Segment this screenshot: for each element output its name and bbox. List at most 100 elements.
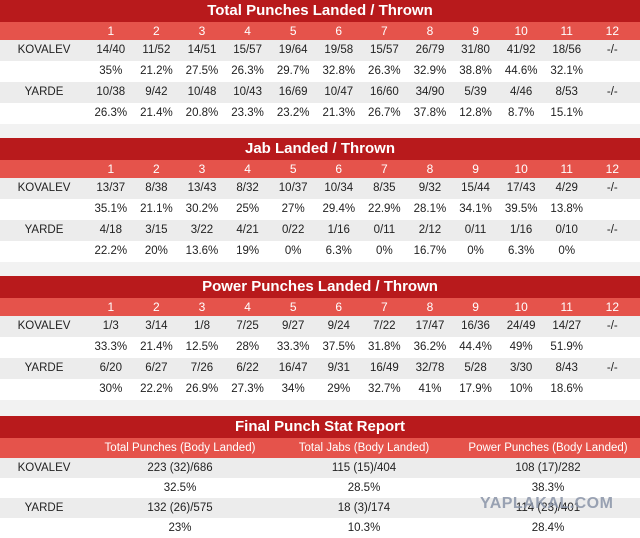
yarde-pct-row: 26.3% 21.4% 20.8% 23.3% 23.2% 21.3% 26.7… [0,103,640,124]
round-label: 3 [198,24,206,38]
round-label: 3 [198,300,206,314]
yarde-counts-row: YARDE 10/38 9/42 10/48 10/43 16/69 10/47… [0,82,640,103]
round-label: 8 [426,300,434,314]
pct-cell: 26.7% [368,107,401,119]
fighter-name: YARDE [24,86,64,98]
stat-cell: 19/58 [324,44,354,56]
pct-cell [590,379,636,400]
pct-cell: 44.4% [459,341,492,353]
stat-cell: 1/8 [193,320,210,332]
rounds-header: 1 2 3 4 5 6 7 8 9 10 11 12 [0,22,640,40]
pct-cell: 38.8% [459,65,492,77]
stat-cell: 0/11 [373,224,396,236]
jab-section: Jab Landed / Thrown 1 2 3 4 5 6 7 8 9 10… [0,138,640,262]
round-label: 8 [426,162,434,176]
pct-cell: 21.4% [140,107,173,119]
yarde-final-pct-row: 23% 10.3% 28.4% [0,518,640,538]
stat-cell: 10/38 [96,86,126,98]
pct-cell: 15.1% [550,107,584,119]
pct-cell: 17.9% [459,383,492,395]
pct-cell [590,199,636,220]
round-label: 10 [514,24,528,38]
stat-cell: 7/26 [190,362,214,374]
fighter-name: KOVALEV [17,44,71,56]
stat-cell: 10/43 [233,86,262,98]
pct-cell: 22.2% [94,245,128,257]
fighter-name: KOVALEV [17,462,71,474]
final-stat-cell: 108 (17)/282 [515,462,581,474]
round-label: 9 [472,24,479,38]
stat-cell: 9/24 [327,320,350,332]
stat-cell: 16/60 [369,86,399,98]
stat-cell: 17/47 [415,320,445,332]
pct-cell: 12.5% [185,341,219,353]
final-column-header: Power Punches (Body Landed) [468,442,628,454]
round-label: 6 [335,162,343,176]
round-label: 10 [514,162,528,176]
round-label: 1 [107,162,115,176]
final-pct-cell: 32.5% [163,482,197,494]
yarde-pct-row: 22.2% 20% 13.6% 19% 0% 6.3% 0% 16.7% 0% … [0,241,640,262]
section-title: Jab Landed / Thrown [0,138,640,160]
pct-cell: 39.5% [504,203,538,215]
pct-cell [590,103,636,124]
round-label: 5 [289,24,297,38]
yarde-counts-row: YARDE 6/20 6/27 7/26 6/22 16/47 9/31 16/… [0,358,640,379]
round-label: 2 [153,162,160,176]
stat-cell: 10/37 [278,182,308,194]
stat-cell: 2/12 [418,224,442,236]
stat-cell: 5/39 [464,86,487,98]
final-column-header: Total Jabs (Body Landed) [298,442,430,454]
pct-cell: 51.9% [550,341,584,353]
pct-cell: 49% [509,341,533,353]
pct-cell: 16.7% [413,245,447,257]
stat-cell: 19/64 [278,44,308,56]
pct-cell: 33.3% [94,341,128,353]
pct-cell: 21.2% [140,65,173,77]
pct-cell: 12.8% [459,107,492,119]
rounds-header: 1 2 3 4 5 6 7 8 9 10 11 12 [0,298,640,316]
pct-cell: 29% [327,383,351,395]
pct-cell: 0% [558,245,576,257]
final-stat-cell: 223 (32)/686 [147,462,213,474]
stat-cell: 41/92 [506,44,536,56]
stat-cell: 8/53 [555,86,578,98]
stat-cell: 4/29 [555,182,578,194]
stat-cell: -/- [606,182,618,194]
pct-cell: 32.8% [322,65,356,77]
yarde-final-counts-row: YARDE 132 (26)/575 18 (3)/174 114 (23)/4… [0,498,640,518]
stat-cell: 14/51 [187,44,217,56]
stat-cell: 4/46 [509,86,533,98]
final-stat-cell: 114 (23)/401 [515,502,581,514]
pct-cell: 20.8% [185,107,219,119]
stat-cell: -/- [606,44,618,56]
round-label: 7 [381,24,388,38]
stat-cell: 16/47 [278,362,308,374]
stat-cell: 7/22 [373,320,396,332]
round-label: 12 [605,24,619,38]
stat-cell: 7/25 [236,320,259,332]
stat-cell: 13/37 [96,182,126,194]
final-pct-cell: 10.3% [347,522,381,534]
stat-cell: 3/15 [145,224,168,236]
stat-cell: 24/49 [506,320,536,332]
section-gap [0,124,640,138]
final-stat-cell: 132 (26)/575 [147,502,213,514]
pct-cell: 34.1% [459,203,492,215]
stat-cell: 0/22 [281,224,305,236]
stat-cell: 3/14 [145,320,168,332]
kovalev-pct-row: 35% 21.2% 27.5% 26.3% 29.7% 32.8% 26.3% … [0,61,640,82]
final-pct-cell: 28.5% [347,482,381,494]
kovalev-counts-row: KOVALEV 1/3 3/14 1/8 7/25 9/27 9/24 7/22… [0,316,640,337]
pct-cell: 13.8% [550,203,584,215]
pct-cell: 6.3% [508,245,535,257]
stat-cell: 6/20 [99,362,122,374]
final-pct-cell: 38.3% [531,482,565,494]
round-label: 10 [514,300,528,314]
pct-cell: 26.3% [368,65,401,77]
pct-cell: 19% [236,245,260,257]
stat-cell: -/- [606,86,618,98]
stat-cell: 16/69 [278,86,308,98]
stat-cell: 10/47 [324,86,354,98]
stat-cell: 16/49 [369,362,399,374]
